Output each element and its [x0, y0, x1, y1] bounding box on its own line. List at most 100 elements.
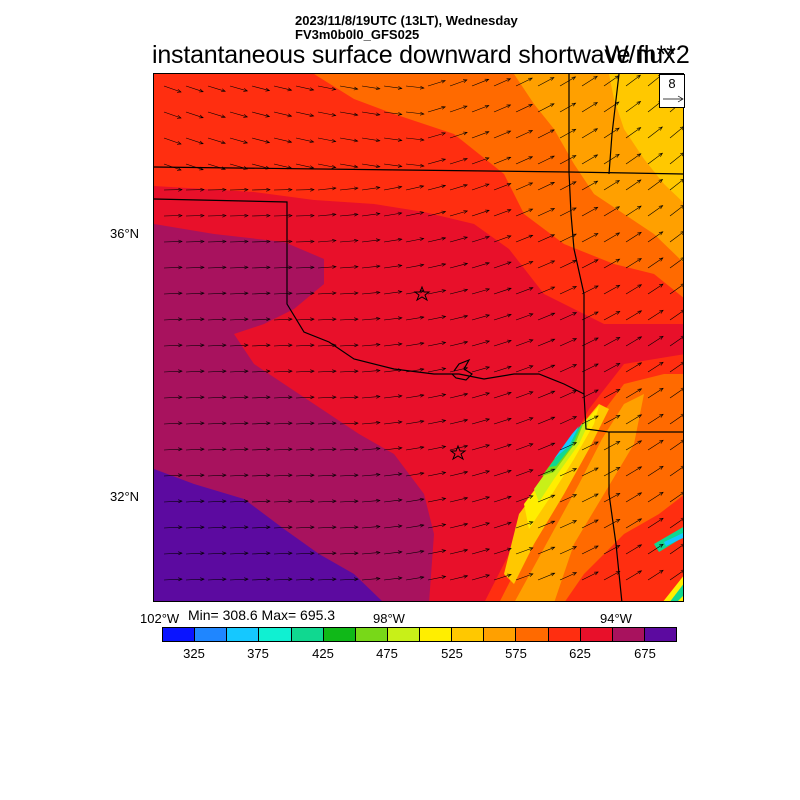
- wind-vector: [515, 495, 534, 503]
- wind-vector: [559, 338, 577, 347]
- wind-vector: [273, 85, 292, 91]
- wind-vector: [669, 310, 683, 321]
- wind-vector: [251, 552, 271, 555]
- wind-vector-head: [221, 140, 226, 144]
- wind-vector: [163, 344, 183, 347]
- wind-vector: [515, 313, 534, 321]
- wind-vector: [361, 292, 380, 295]
- wind-vector-head: [680, 491, 683, 496]
- wind-vector-head: [680, 152, 683, 157]
- wind-vector-head: [680, 178, 683, 183]
- wind-vector: [361, 578, 380, 581]
- wind-vector: [581, 389, 599, 399]
- wind-vector: [273, 267, 293, 269]
- lon-label-94w: 94°W: [600, 611, 632, 626]
- wind-vector-head: [397, 368, 403, 373]
- wind-vector: [625, 570, 642, 581]
- wind-vector: [471, 522, 490, 529]
- wind-vector: [515, 182, 533, 191]
- wind-vector: [581, 571, 599, 581]
- wind-vector-head: [441, 79, 446, 84]
- wind-vector-head: [266, 213, 271, 218]
- wind-vector-head: [485, 366, 491, 370]
- wind-vector: [163, 267, 183, 269]
- wind-vector: [449, 210, 468, 217]
- wind-vector-head: [332, 317, 337, 322]
- wind-vector-head: [658, 126, 663, 131]
- wind-vector: [185, 85, 204, 92]
- wind-vector: [251, 344, 271, 347]
- wind-vector: [383, 85, 402, 89]
- wind-vector: [185, 578, 205, 581]
- wind-vector-head: [221, 114, 226, 118]
- wind-vector-head: [550, 468, 556, 473]
- wind-vector: [383, 369, 402, 373]
- wind-vector: [449, 236, 468, 243]
- wind-vector-head: [528, 156, 534, 160]
- wind-vector: [207, 344, 227, 347]
- wind-vector-head: [310, 369, 315, 374]
- wind-vector: [515, 443, 534, 451]
- wind-vector-head: [484, 105, 490, 109]
- wind-vector: [295, 137, 314, 143]
- wind-vector-head: [528, 313, 534, 317]
- wind-vector: [493, 496, 512, 503]
- wind-vector-head: [615, 493, 621, 497]
- wind-vector: [317, 163, 336, 168]
- wind-vector-head: [680, 543, 683, 548]
- wind-vector-head: [528, 391, 534, 395]
- wind-vector-head: [593, 102, 598, 106]
- wind-vector: [317, 448, 337, 451]
- wind-vector-head: [441, 419, 447, 423]
- wind-vector: [493, 444, 512, 451]
- wind-vector: [163, 292, 183, 295]
- wind-vector-head: [243, 166, 249, 170]
- wind-vector: [493, 470, 512, 477]
- wind-vector: [383, 265, 402, 269]
- wind-vector: [603, 75, 619, 87]
- wind-vector: [405, 264, 424, 269]
- wind-vector-head: [507, 417, 512, 422]
- wind-vector: [449, 158, 468, 165]
- wind-vector-head: [485, 235, 490, 240]
- wind-vector-head: [637, 544, 643, 549]
- wind-vector: [669, 388, 683, 399]
- wind-vector-head: [636, 153, 642, 158]
- wind-vector-head: [310, 343, 315, 348]
- shortwave-flux-field: [154, 74, 683, 601]
- wind-vector-head: [266, 343, 271, 348]
- wind-vector: [251, 85, 270, 91]
- wind-vector: [207, 448, 227, 451]
- wind-vector: [669, 518, 683, 529]
- wind-vector-head: [176, 141, 182, 145]
- wind-vector-head: [572, 364, 578, 368]
- wind-vector-head: [178, 343, 183, 348]
- wind-vector-head: [178, 291, 183, 296]
- wind-vector-head: [222, 499, 227, 504]
- wind-vector: [427, 290, 446, 295]
- wind-vector-head: [244, 317, 249, 322]
- wind-vector-head: [354, 212, 359, 217]
- wind-vector: [317, 318, 337, 321]
- wind-vector: [427, 132, 446, 139]
- wind-vector-head: [288, 473, 293, 478]
- wind-vector-head: [550, 286, 556, 291]
- wind-vector-head: [376, 576, 381, 581]
- wind-vector: [295, 578, 315, 581]
- wind-vector-head: [463, 522, 469, 527]
- wind-vector-head: [309, 139, 315, 143]
- wind-vector: [361, 474, 380, 477]
- wind-vector: [669, 231, 683, 243]
- wind-vector-head: [550, 416, 556, 421]
- wind-vector-head: [354, 525, 359, 530]
- wind-vector-head: [376, 446, 381, 451]
- wind-vector: [493, 235, 512, 243]
- wind-vector-head: [375, 138, 381, 142]
- wind-vector-head: [594, 467, 599, 472]
- wind-vector-head: [419, 111, 425, 116]
- wind-vector: [515, 235, 533, 243]
- wind-vector: [295, 396, 315, 399]
- wind-vector-head: [507, 339, 512, 344]
- wind-vector: [647, 257, 664, 269]
- wind-vector-head: [244, 213, 249, 218]
